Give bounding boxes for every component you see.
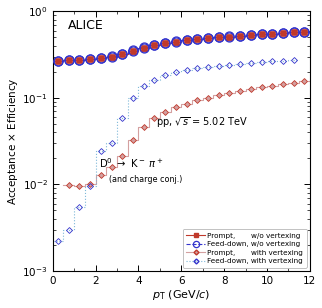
Y-axis label: Acceptance $\times$ Efficiency: Acceptance $\times$ Efficiency bbox=[5, 77, 20, 205]
Legend: Prompt,       w/o vertexing, Feed-down, w/o vertexing, Prompt,       with vertex: Prompt, w/o vertexing, Feed-down, w/o ve… bbox=[183, 229, 307, 268]
Text: (and charge conj.): (and charge conj.) bbox=[109, 175, 183, 184]
Text: ALICE: ALICE bbox=[68, 19, 104, 32]
X-axis label: $p_{\mathrm{T}}$ (GeV/$c$): $p_{\mathrm{T}}$ (GeV/$c$) bbox=[152, 289, 211, 302]
Text: pp, $\sqrt{s}$ = 5.02 TeV: pp, $\sqrt{s}$ = 5.02 TeV bbox=[156, 115, 248, 130]
Text: D$^0$ $\rightarrow$ K$^-$ $\pi^+$: D$^0$ $\rightarrow$ K$^-$ $\pi^+$ bbox=[99, 157, 164, 171]
